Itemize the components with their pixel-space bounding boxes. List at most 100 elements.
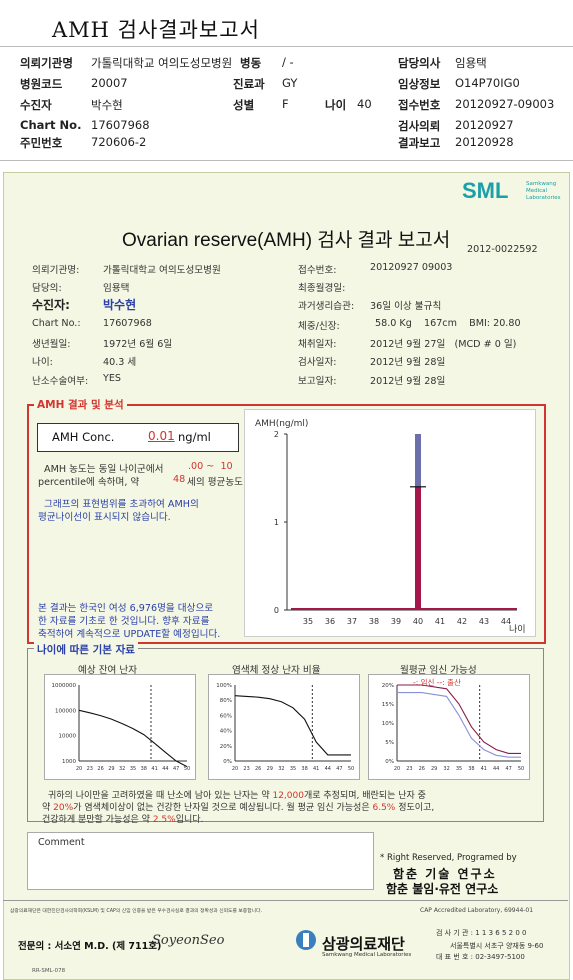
x-tick-label: 29 bbox=[267, 766, 273, 772]
y-tick-label: 100% bbox=[216, 683, 232, 689]
x-tick-label: 38 bbox=[141, 766, 147, 772]
x-tick-label: 40 bbox=[413, 617, 423, 626]
patient-label: 수진자 bbox=[20, 98, 52, 112]
amh-chart-svg: AMH(ng/ml) 나이 0 1 2 35 36 37 38 39 40 41 42 43 44 bbox=[255, 419, 526, 635]
document-number: 2012-0022592 bbox=[467, 244, 538, 255]
data-source-note: 본 결과는 한국인 여성 6,976명을 대상으로 bbox=[38, 603, 214, 614]
x-tick-label: 43 bbox=[479, 617, 489, 626]
foundation-emblem-icon bbox=[296, 930, 316, 950]
field-label: 보고일자: bbox=[298, 376, 337, 387]
mini-chart-title: 염색체 정상 난자 비율 bbox=[232, 665, 321, 676]
page-title: AMH 검사결과보고서 bbox=[52, 18, 260, 42]
x-tick-label: 20 bbox=[232, 766, 238, 772]
y-tick-label: 1000 bbox=[62, 759, 76, 765]
y-tick-label: 80% bbox=[220, 698, 232, 704]
hospital-code-value: 20007 bbox=[91, 76, 128, 90]
summary-line-2: 약 20%가 염색체이상이 없는 건강한 난자일 것으로 예상됩니다. 월 평균… bbox=[42, 803, 435, 813]
y-tick-label: 40% bbox=[220, 729, 232, 735]
result-value: 20120928 bbox=[455, 135, 514, 149]
x-tick-label: 32 bbox=[119, 766, 125, 772]
footer-divider bbox=[3, 900, 568, 901]
x-tick-label: 42 bbox=[457, 617, 467, 626]
amh-concentration-box: AMH Conc. 0.01 ng/ml bbox=[37, 423, 239, 452]
sml-logo: SML bbox=[462, 178, 509, 203]
remaining-eggs-chart: 1000000 100000 10000 1000 20 23 26 29 32 35 38 41 44… bbox=[44, 674, 196, 780]
field-label: 난소수술여부: bbox=[32, 376, 89, 387]
y-tick-label: 1 bbox=[274, 518, 279, 527]
sex-label: 성별 bbox=[233, 98, 255, 112]
patient-value: 박수현 bbox=[91, 98, 123, 112]
test-req-label: 검사의뢰 bbox=[398, 119, 441, 133]
interpretation-note: 평균나이선이 표시되지 않습니다. bbox=[38, 512, 171, 523]
data-source-note: 한 자료를 기초로 한 것입니다. 향후 자료를 bbox=[38, 616, 210, 627]
percentile-range: .00 ~ 10 bbox=[188, 461, 233, 472]
y-tick-label: 0% bbox=[385, 759, 394, 765]
rights-notice: * Right Reserved, Programed by bbox=[380, 853, 517, 863]
y-tick-label: 15% bbox=[382, 702, 394, 708]
field-label: 채취일자: bbox=[298, 339, 337, 350]
basic-data-section bbox=[27, 648, 544, 822]
age-range-bar-lower bbox=[415, 486, 421, 610]
x-tick-label: 35 bbox=[456, 766, 462, 772]
x-tick-label: 41 bbox=[151, 766, 157, 772]
interpretation-note: 그래프의 표현범위를 초과하여 AMH의 bbox=[44, 499, 199, 510]
pregnancy-chance-chart: 20% 15% 10% 5% 0% 20 23 26 29 32 35 38 41 44 47 50 -: 임… bbox=[368, 674, 530, 780]
equivalent-age: 48 bbox=[173, 474, 186, 485]
field-label: 나이: bbox=[32, 357, 53, 368]
y-tick-label: 10000 bbox=[59, 734, 77, 740]
x-tick-label: 50 bbox=[184, 766, 190, 772]
field-value: 17607968 bbox=[103, 318, 152, 329]
field-label: 담당의: bbox=[32, 283, 62, 294]
x-tick-label: 41 bbox=[481, 766, 487, 772]
x-tick-label: 44 bbox=[162, 766, 168, 772]
mini-chart-title: 예상 잔여 난자 bbox=[78, 665, 138, 676]
x-tick-label: 41 bbox=[313, 766, 319, 772]
field-value: 가톨릭대학교 여의도성모병원 bbox=[103, 265, 221, 276]
dept-value: GY bbox=[282, 76, 298, 90]
x-tick-label: 37 bbox=[347, 617, 357, 626]
x-tick-label: 50 bbox=[348, 766, 354, 772]
y-tick-label: 60% bbox=[220, 713, 232, 719]
field-label: 의뢰기관명: bbox=[32, 265, 80, 276]
y-tick-label: 20% bbox=[382, 683, 394, 689]
field-value: YES bbox=[103, 373, 122, 384]
x-tick-label: 38 bbox=[301, 766, 307, 772]
age-range-bar-upper bbox=[415, 434, 421, 487]
sex-value: F bbox=[282, 97, 289, 111]
result-label: 결과보고 bbox=[398, 136, 441, 150]
license-number: 검 사 기 관 : 1 1 3 6 5 2 0 0 bbox=[436, 929, 527, 937]
chart-value: 17607968 bbox=[91, 118, 150, 132]
y-tick-label: 5% bbox=[385, 740, 394, 746]
field-label: Chart No.: bbox=[32, 318, 81, 329]
normal-egg-ratio-svg: 100% 80% 60% 40% 20% 0%20 23 26 29 32 35 38 41 44 47 50 bbox=[216, 683, 354, 772]
receipt-label: 접수번호 bbox=[398, 98, 441, 112]
hospital-value: 가톨릭대학교 여의도성모병원 bbox=[91, 56, 233, 70]
x-tick-label: 38 bbox=[369, 617, 379, 626]
cap-accreditation: CAP Accredited Laboratory, 69944-01 bbox=[420, 907, 534, 914]
pregnancy-chance-svg: 20% 15% 10% 5% 0%20 23 26 29 32 35 38 41 44 47 50 bbox=[382, 683, 524, 772]
data-source-note: 축적하여 계속적으로 UPDATE할 예정입니다. bbox=[38, 629, 221, 640]
field-value: 2012년 9월 28일 bbox=[370, 357, 446, 368]
report-title: Ovarian reserve(AMH) 검사 결과 보고서 bbox=[122, 230, 451, 251]
receipt-value: 20120927-09003 bbox=[455, 97, 555, 111]
age-value: 40 bbox=[357, 97, 372, 111]
x-tick-label: 38 bbox=[468, 766, 474, 772]
research-institute-1: 함춘 기술 연구소 bbox=[393, 867, 497, 881]
doctor-value: 임용택 bbox=[455, 56, 487, 70]
x-tick-label: 23 bbox=[243, 766, 249, 772]
amh-conc-label: AMH Conc. bbox=[52, 430, 115, 444]
interpretation-text: 세의 평균농도 입니다. bbox=[187, 477, 276, 488]
dept-label: 진료과 bbox=[233, 77, 265, 91]
pregnancy-legend: -: 임신 --: 출산 bbox=[413, 678, 461, 687]
patient-name-value: 박수현 bbox=[103, 298, 137, 312]
doctor-label: 담당의사 bbox=[398, 56, 441, 70]
address: 서울특별시 서초구 양재동 9-60 bbox=[450, 942, 544, 950]
summary-line-3: 건강하게 분만할 가능성은 약 2.5%입니다. bbox=[42, 815, 204, 825]
amh-chart: AMH(ng/ml) 나이 0 1 2 35 36 37 38 39 40 41 42 43 44 bbox=[244, 409, 536, 637]
series-line bbox=[397, 692, 521, 758]
x-tick-label: 32 bbox=[443, 766, 449, 772]
field-value: 58.0 Kg 167cm BMI: 20.80 bbox=[375, 318, 521, 329]
patient-name-label: 수진자: bbox=[32, 298, 70, 312]
form-code: RR-SML-078 bbox=[32, 968, 66, 974]
clinical-value: O14P70IG0 bbox=[455, 76, 520, 90]
